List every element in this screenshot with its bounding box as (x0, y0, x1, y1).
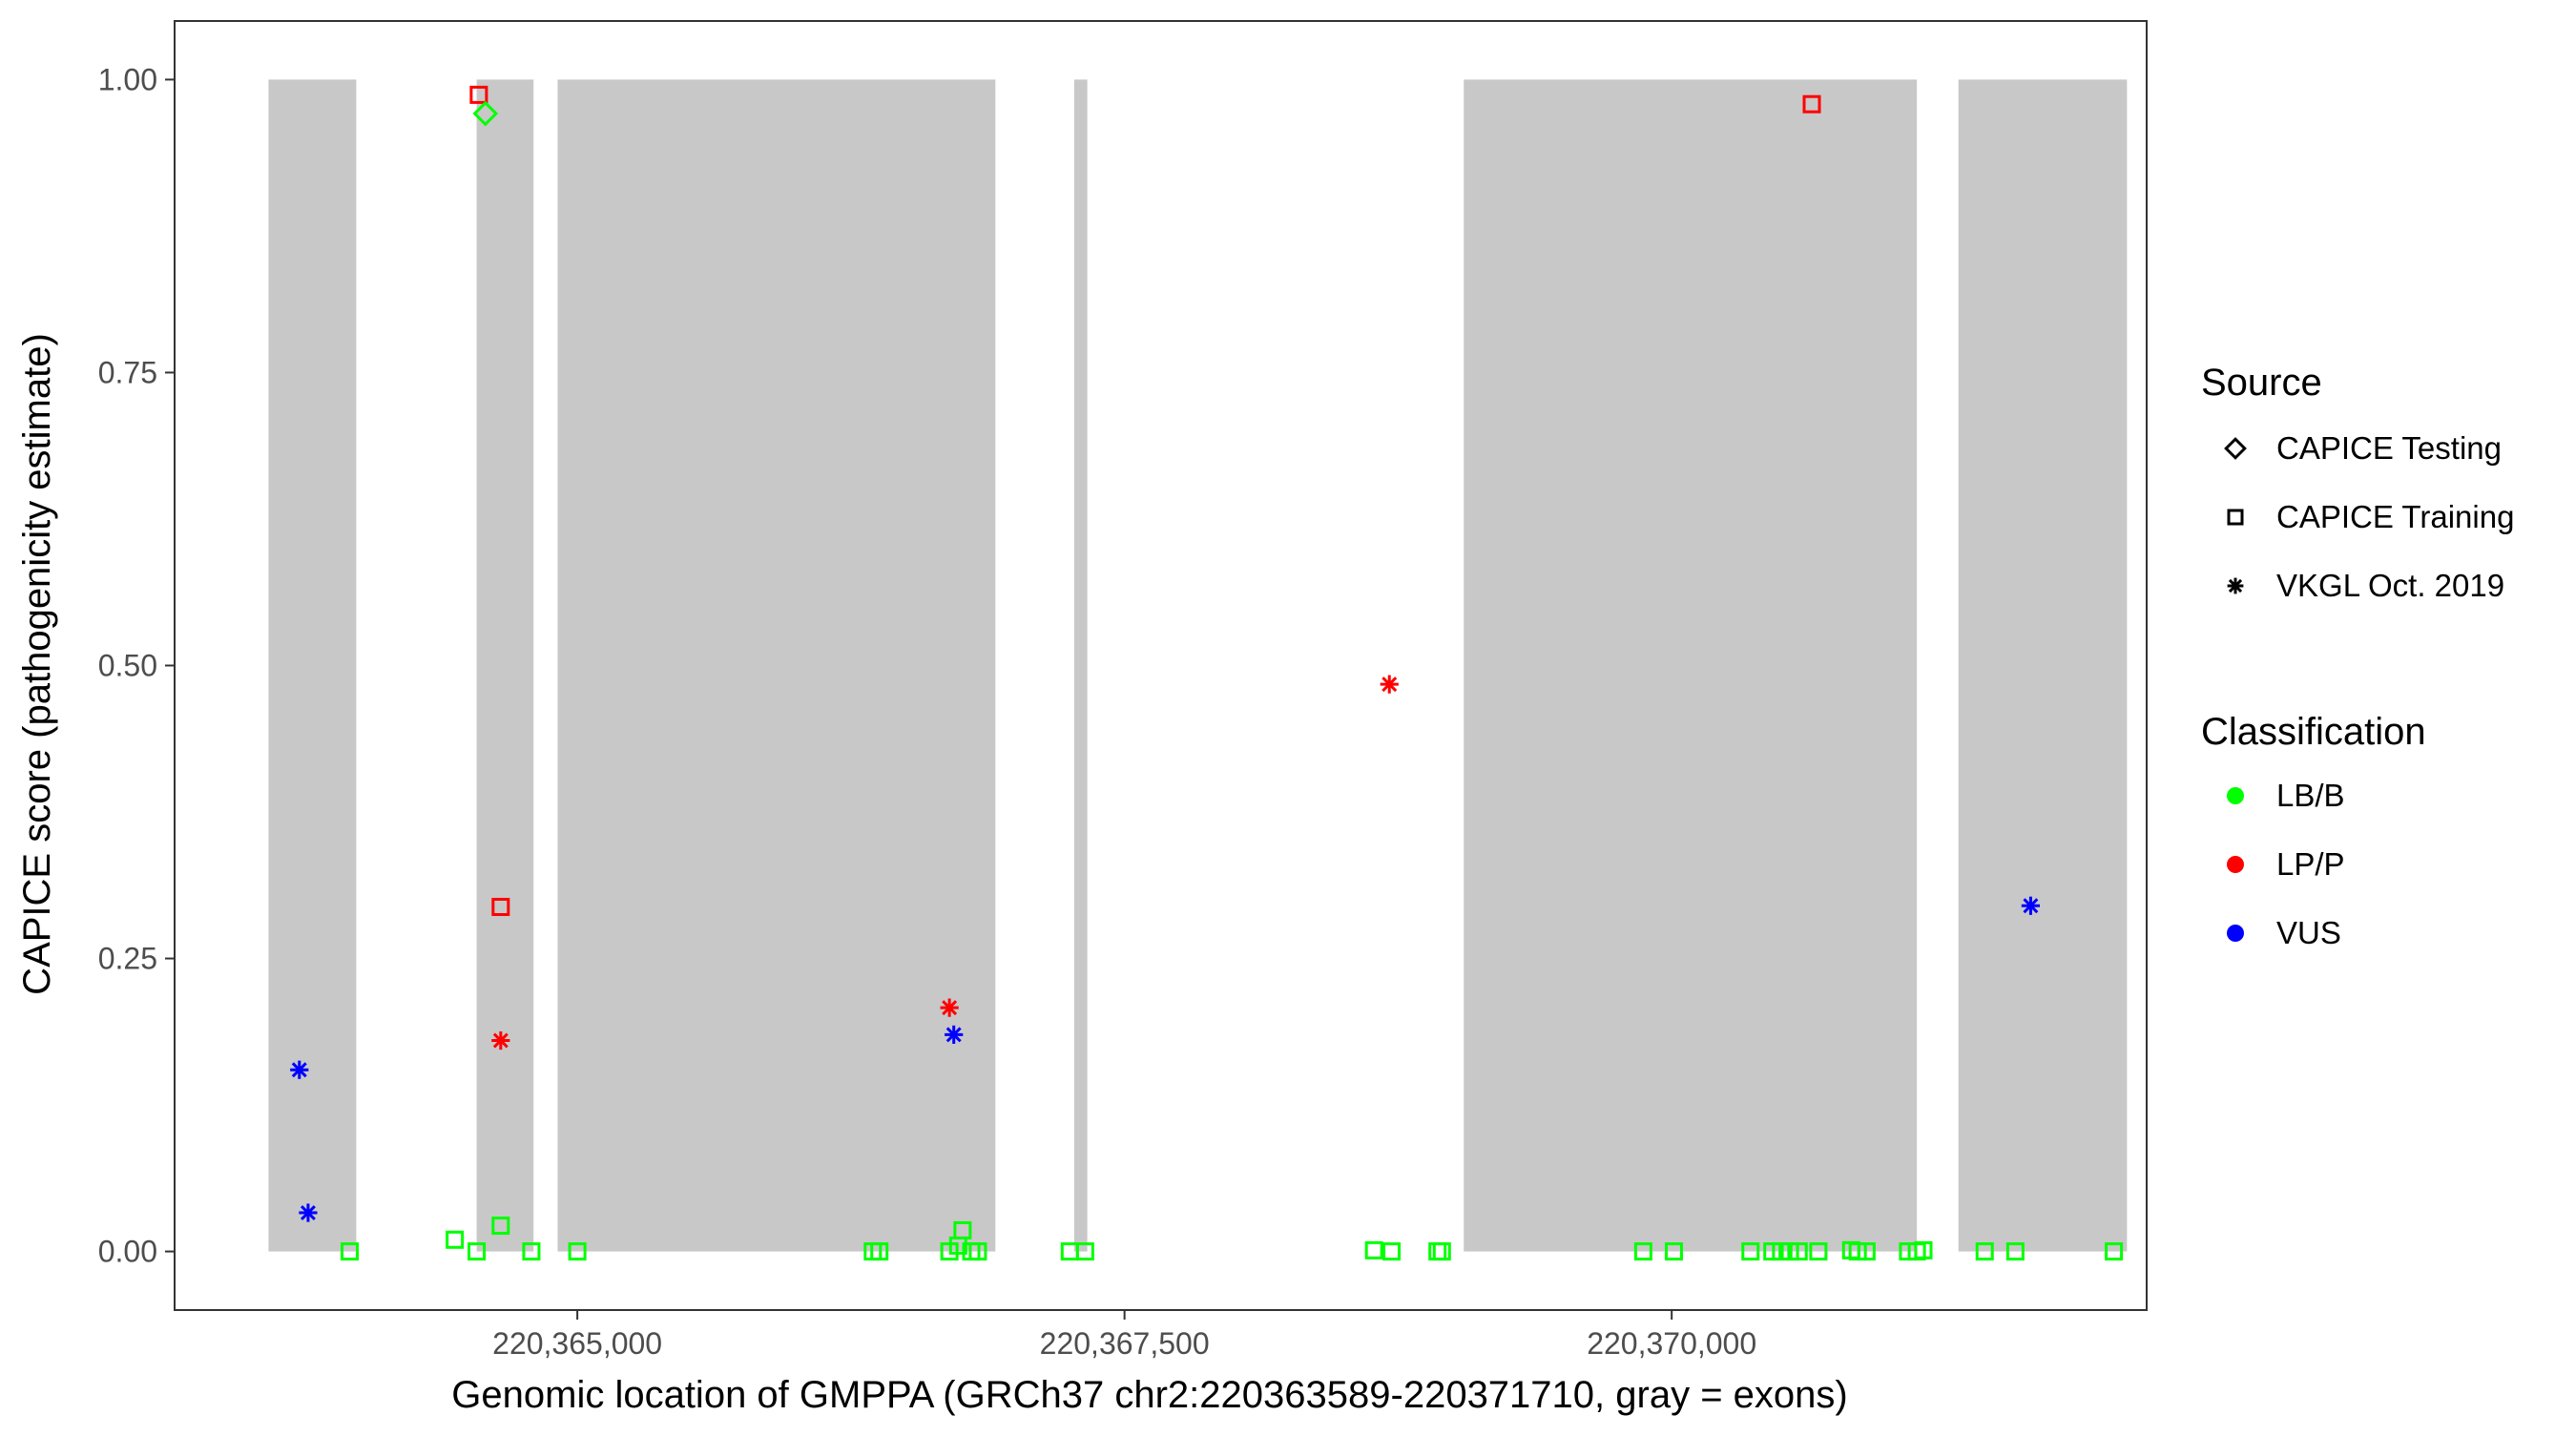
y-tick-label: 0.25 (98, 942, 157, 976)
data-point (1380, 675, 1399, 694)
data-point (2105, 1242, 2124, 1261)
y-tick-label: 0.50 (98, 649, 157, 683)
data-point (953, 1220, 972, 1239)
data-point (1914, 1240, 1933, 1259)
exon-region (1464, 79, 1918, 1252)
exon-region (557, 79, 996, 1252)
data-point (341, 1242, 360, 1261)
legend-key-diamond (2224, 437, 2247, 460)
data-point (1382, 1242, 1402, 1261)
x-tick-label: 220,370,000 (1587, 1326, 1756, 1361)
data-point (940, 998, 959, 1017)
legend-source-label: CAPICE Testing (2276, 430, 2502, 466)
data-point (1664, 1242, 1683, 1261)
exon-layer (268, 79, 2128, 1252)
legend: Source Classification CAPICE TestingCAPI… (2201, 362, 2514, 950)
x-axis-title: Genomic location of GMPPA (GRCh37 chr2:2… (451, 1374, 1847, 1416)
legend-key-dot (2227, 856, 2244, 873)
exon-region (268, 79, 357, 1252)
x-tick-label: 220,367,500 (1040, 1326, 1210, 1361)
y-axis-title: CAPICE score (pathogenicity estimate) (16, 333, 58, 995)
data-point (491, 1030, 510, 1051)
data-point (1432, 1242, 1451, 1261)
data-point (1857, 1242, 1876, 1261)
data-point (1741, 1242, 1760, 1261)
legend-key-square (2227, 509, 2244, 526)
axis-layer: 0.00 0.25 0.50 0.75 1.00 220,365,000 220,367,5… (98, 62, 1756, 1361)
data-point (1075, 1242, 1094, 1261)
data-point (1809, 1242, 1828, 1261)
y-tick-label: 0.75 (98, 355, 157, 389)
data-point (299, 1203, 318, 1222)
data-point (446, 1230, 465, 1249)
data-point (491, 898, 510, 917)
data-point (469, 85, 488, 104)
y-tick-label: 1.00 (98, 62, 157, 96)
data-point (870, 1242, 889, 1261)
data-point (472, 100, 499, 127)
data-point (491, 1217, 510, 1236)
data-point (2021, 896, 2041, 915)
legend-key-dot (2227, 925, 2244, 942)
legend-class-label: VUS (2276, 915, 2341, 950)
legend-source-label: CAPICE Training (2276, 499, 2514, 534)
data-point (968, 1242, 987, 1261)
data-point (1364, 1240, 1383, 1259)
legend-key-asterisk (2227, 577, 2244, 594)
data-point (945, 1025, 964, 1044)
exon-region (1073, 79, 1088, 1252)
legend-class-items: LB/B LP/P VUS (2227, 778, 2345, 950)
data-point (568, 1242, 587, 1261)
data-point (290, 1060, 309, 1079)
point-layer (290, 85, 2124, 1261)
data-point (467, 1242, 487, 1261)
data-point (1802, 94, 1821, 114)
y-tick-label: 0.00 (98, 1235, 157, 1269)
exon-region (1958, 79, 2128, 1252)
legend-source-title: Source (2201, 362, 2322, 404)
data-point (1975, 1242, 1994, 1261)
legend-source-label: VKGL Oct. 2019 (2276, 568, 2504, 603)
data-point (522, 1242, 541, 1261)
legend-source-items: CAPICE Testing CAPICE Training VKGL Oct. 2… (2224, 430, 2514, 603)
legend-class-title: Classification (2201, 711, 2426, 753)
legend-class-label: LB/B (2276, 778, 2345, 813)
data-point (1789, 1242, 1808, 1261)
legend-class-label: LP/P (2276, 846, 2345, 882)
exon-region (476, 79, 534, 1252)
data-point (2005, 1242, 2025, 1261)
data-point (1633, 1242, 1652, 1261)
x-tick-label: 220,365,000 (492, 1326, 662, 1361)
legend-key-dot (2227, 787, 2244, 804)
